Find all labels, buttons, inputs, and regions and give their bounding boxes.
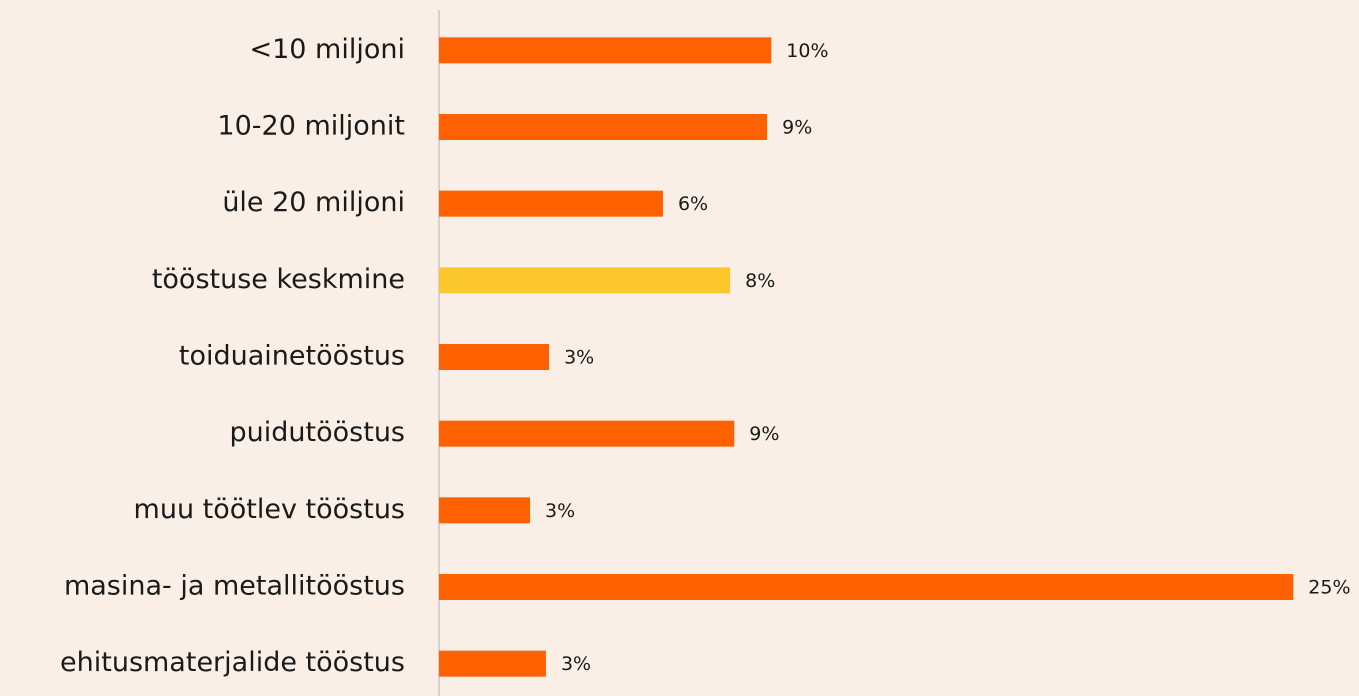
category-label: üle 20 miljoni xyxy=(222,187,405,218)
category-label: ehitusmaterjalide tööstus xyxy=(60,647,405,678)
bar xyxy=(439,37,772,64)
bar xyxy=(439,114,768,140)
category-label: 10-20 miljonit xyxy=(217,111,405,142)
category-label: toiduainetööstus xyxy=(179,341,405,372)
bar xyxy=(439,420,735,447)
value-label: 3% xyxy=(561,653,591,675)
category-label: masina- ja metallitööstus xyxy=(64,571,405,602)
bar xyxy=(439,267,731,294)
category-label: puidutööstus xyxy=(230,417,405,448)
bar xyxy=(439,497,531,524)
value-label: 9% xyxy=(749,423,779,445)
value-label: 9% xyxy=(782,117,812,139)
value-label: 3% xyxy=(545,500,575,522)
bar xyxy=(439,190,663,217)
category-label: muu töötlev tööstus xyxy=(134,494,405,525)
bar xyxy=(439,344,550,370)
value-label: 10% xyxy=(786,40,828,62)
value-label: 8% xyxy=(745,270,775,292)
category-label: <10 miljoni xyxy=(249,34,405,65)
bar xyxy=(439,574,1294,600)
category-label: tööstuse keskmine xyxy=(152,264,405,295)
value-label: 6% xyxy=(678,193,708,215)
bar xyxy=(439,650,546,677)
value-label: 3% xyxy=(564,347,594,369)
value-label: 25% xyxy=(1308,577,1350,599)
